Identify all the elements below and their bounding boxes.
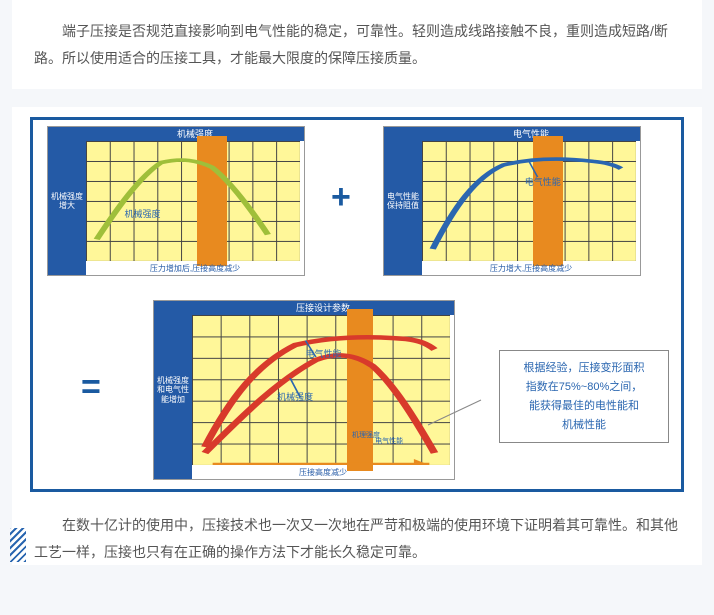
- chart-mechanical: 机械强度 机械强度增大 机械强度 压力增加后,压接高度减少: [47, 126, 305, 276]
- chart3-title: 压接设计参数: [192, 301, 454, 315]
- outro-paragraph: 在数十亿计的使用中，压接技术也一次又一次地在严苛和极端的使用环境下证明着其可靠性…: [34, 512, 680, 565]
- chart3-tiny2: 电气性能: [375, 438, 403, 446]
- chart1-xlabel: 压力增加后,压接高度减少: [86, 262, 304, 275]
- chart2-xlabel: 压力增大,压接高度减少: [422, 262, 640, 275]
- chart3-ylabel: 机械强度和电气性能增加: [154, 301, 192, 479]
- chart1-curve-label: 机械强度: [125, 207, 161, 220]
- chart1-plot: 机械强度: [86, 141, 300, 261]
- chart1-title: 机械强度: [86, 127, 304, 141]
- hatch-decoration: [10, 528, 26, 562]
- chart3-xlabel: 压接高度减少: [192, 466, 454, 479]
- legend-l2: 指数在75%~80%之间，: [504, 378, 664, 397]
- outro-block: 在数十亿计的使用中，压接技术也一次又一次地在严苛和极端的使用环境下证明着其可靠性…: [12, 498, 702, 565]
- chart3-label-m: 机械强度: [277, 390, 313, 403]
- intro-block: 端子压接是否规范直接影响到电气性能的稳定，可靠性。轻则造成线路接触不良，重则造成…: [12, 0, 702, 89]
- chart3-plot: 电气性能 机械强度 机理强度 电气性能: [192, 315, 450, 465]
- figure-wrap: 机械强度 机械强度增大 机械强度 压力增加后,压接高度减少 + 电气性能 电气性…: [12, 107, 702, 498]
- chart2-title: 电气性能: [422, 127, 640, 141]
- chart2-plot: 电气性能: [422, 141, 636, 261]
- legend-l1: 根据经验，压接变形面积: [504, 359, 664, 378]
- legend-l4: 机械性能: [504, 416, 664, 435]
- intro-paragraph: 端子压接是否规范直接影响到电气性能的稳定，可靠性。轻则造成线路接触不良，重则造成…: [34, 18, 680, 71]
- chart2-ylabel: 电气性能保持阻值: [384, 127, 422, 275]
- legend-l3: 能获得最佳的电性能和: [504, 397, 664, 416]
- chart2-leader: [422, 141, 636, 261]
- chart-combined: 压接设计参数 机械强度和电气性能增加: [153, 300, 455, 480]
- plus-symbol: +: [331, 178, 351, 217]
- legend-box: 根据经验，压接变形面积 指数在75%~80%之间， 能获得最佳的电性能和 机械性…: [499, 350, 669, 443]
- chart1-curve: [86, 141, 300, 261]
- chart-electrical: 电气性能 电气性能保持阻值 电气性能 压力增大,压接高度减少: [383, 126, 641, 276]
- chart1-ylabel: 机械强度增大: [48, 127, 86, 275]
- crimp-figure: 机械强度 机械强度增大 机械强度 压力增加后,压接高度减少 + 电气性能 电气性…: [30, 117, 684, 492]
- chart3-curves: [192, 315, 450, 465]
- equals-symbol: =: [81, 368, 101, 407]
- chart3-label-e: 电气性能: [306, 347, 342, 360]
